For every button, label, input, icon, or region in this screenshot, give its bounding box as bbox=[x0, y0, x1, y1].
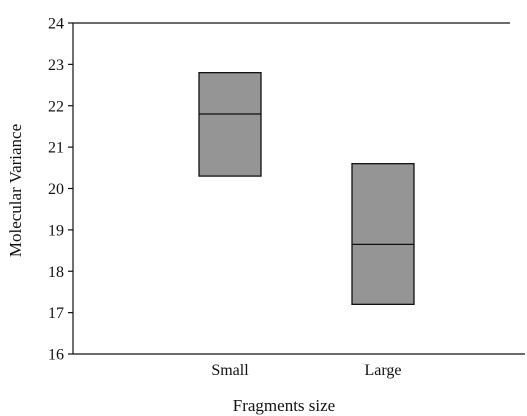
y-tick-label: 20 bbox=[48, 181, 64, 198]
box-large bbox=[351, 163, 415, 306]
x-axis-title: Fragments size bbox=[233, 396, 335, 415]
y-tick-label: 18 bbox=[48, 264, 64, 281]
y-tick-label: 24 bbox=[48, 16, 64, 33]
y-tick-label: 23 bbox=[48, 57, 64, 74]
y-tick-label: 21 bbox=[48, 140, 64, 157]
y-tick-label: 17 bbox=[48, 305, 64, 322]
box-small bbox=[198, 72, 262, 177]
y-axis-title: Molecular Variance bbox=[6, 124, 25, 257]
y-tick-label: 16 bbox=[48, 347, 64, 364]
axes bbox=[72, 22, 525, 355]
y-tick-label: 22 bbox=[48, 98, 64, 115]
boxes bbox=[198, 72, 415, 306]
x-tick-label: Small bbox=[211, 362, 249, 379]
y-ticks: 16 17 18 19 20 21 22 23 24 bbox=[48, 16, 73, 364]
y-tick-label: 19 bbox=[48, 222, 64, 239]
x-tick-label: Large bbox=[364, 362, 401, 379]
x-tick-labels: Small Large bbox=[211, 362, 401, 379]
